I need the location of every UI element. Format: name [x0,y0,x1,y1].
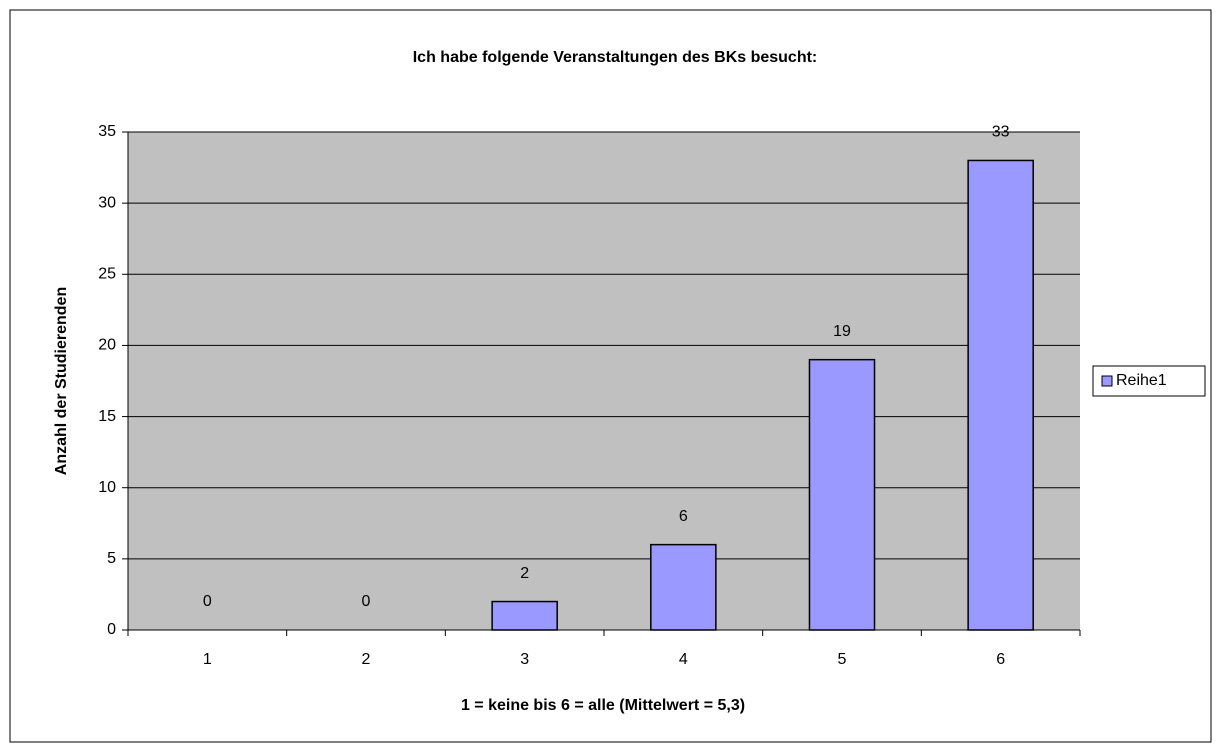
bar [967,159,1034,631]
x-tick-label: 2 [362,651,371,668]
data-label: 2 [520,565,529,582]
x-tick-label: 1 [203,651,212,668]
y-tick-label: 15 [98,408,116,425]
legend-label: Reihe1 [1116,372,1167,389]
x-tick-label: 3 [520,651,529,668]
x-tick-label: 5 [838,651,847,668]
data-label: 0 [203,593,212,610]
plot-area [128,132,1080,630]
data-label: 19 [833,323,851,340]
y-tick-label: 5 [107,550,116,567]
y-tick-label: 35 [98,123,116,140]
chart-title: Ich habe folgende Veranstaltungen des BK… [413,49,818,66]
legend-marker [1101,375,1113,387]
data-label: 33 [992,124,1010,141]
y-tick-label: 30 [98,194,116,211]
y-tick-label: 10 [98,479,116,496]
x-tick-label: 4 [679,651,688,668]
bar [808,358,876,631]
y-tick-label: 25 [98,266,116,283]
data-label: 6 [679,508,688,525]
x-tick-label: 6 [996,651,1005,668]
y-tick-label: 20 [98,337,116,354]
data-label: 0 [362,593,371,610]
y-axis-label: Anzahl der Studierenden [53,287,70,475]
x-axis-label: 1 = keine bis 6 = alle (Mittelwert = 5,3… [461,697,745,714]
bar [491,600,558,631]
bar [650,543,717,631]
y-tick-label: 0 [107,621,116,638]
